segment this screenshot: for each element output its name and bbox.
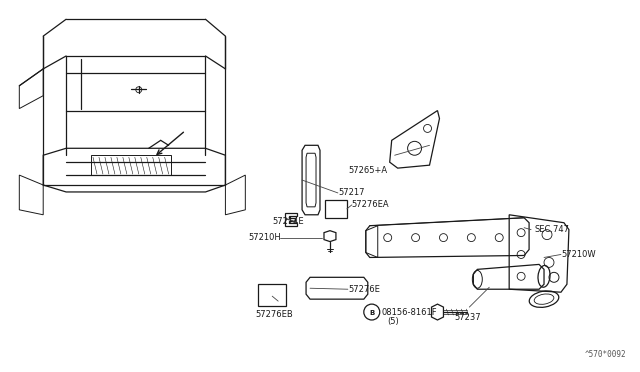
Text: 57276EA: 57276EA	[352, 201, 390, 209]
Text: 57217: 57217	[338, 189, 364, 198]
Text: 57276E: 57276E	[348, 285, 380, 294]
Text: 08156-8161F: 08156-8161F	[381, 308, 437, 317]
Text: ^570*0092: ^570*0092	[585, 350, 627, 359]
Text: B: B	[369, 310, 374, 316]
Text: 57210W: 57210W	[561, 250, 596, 259]
Text: 57265+A: 57265+A	[348, 166, 387, 174]
Bar	[91, 155, 171, 175]
Text: 57237: 57237	[454, 312, 481, 321]
Text: SEC.747: SEC.747	[534, 225, 569, 234]
Bar	[325, 200, 347, 218]
Text: 57210H: 57210H	[248, 233, 281, 242]
Text: 57214E: 57214E	[272, 217, 304, 226]
Bar	[259, 284, 286, 306]
Text: 57276EB: 57276EB	[255, 310, 293, 318]
Text: (5): (5)	[388, 317, 399, 327]
